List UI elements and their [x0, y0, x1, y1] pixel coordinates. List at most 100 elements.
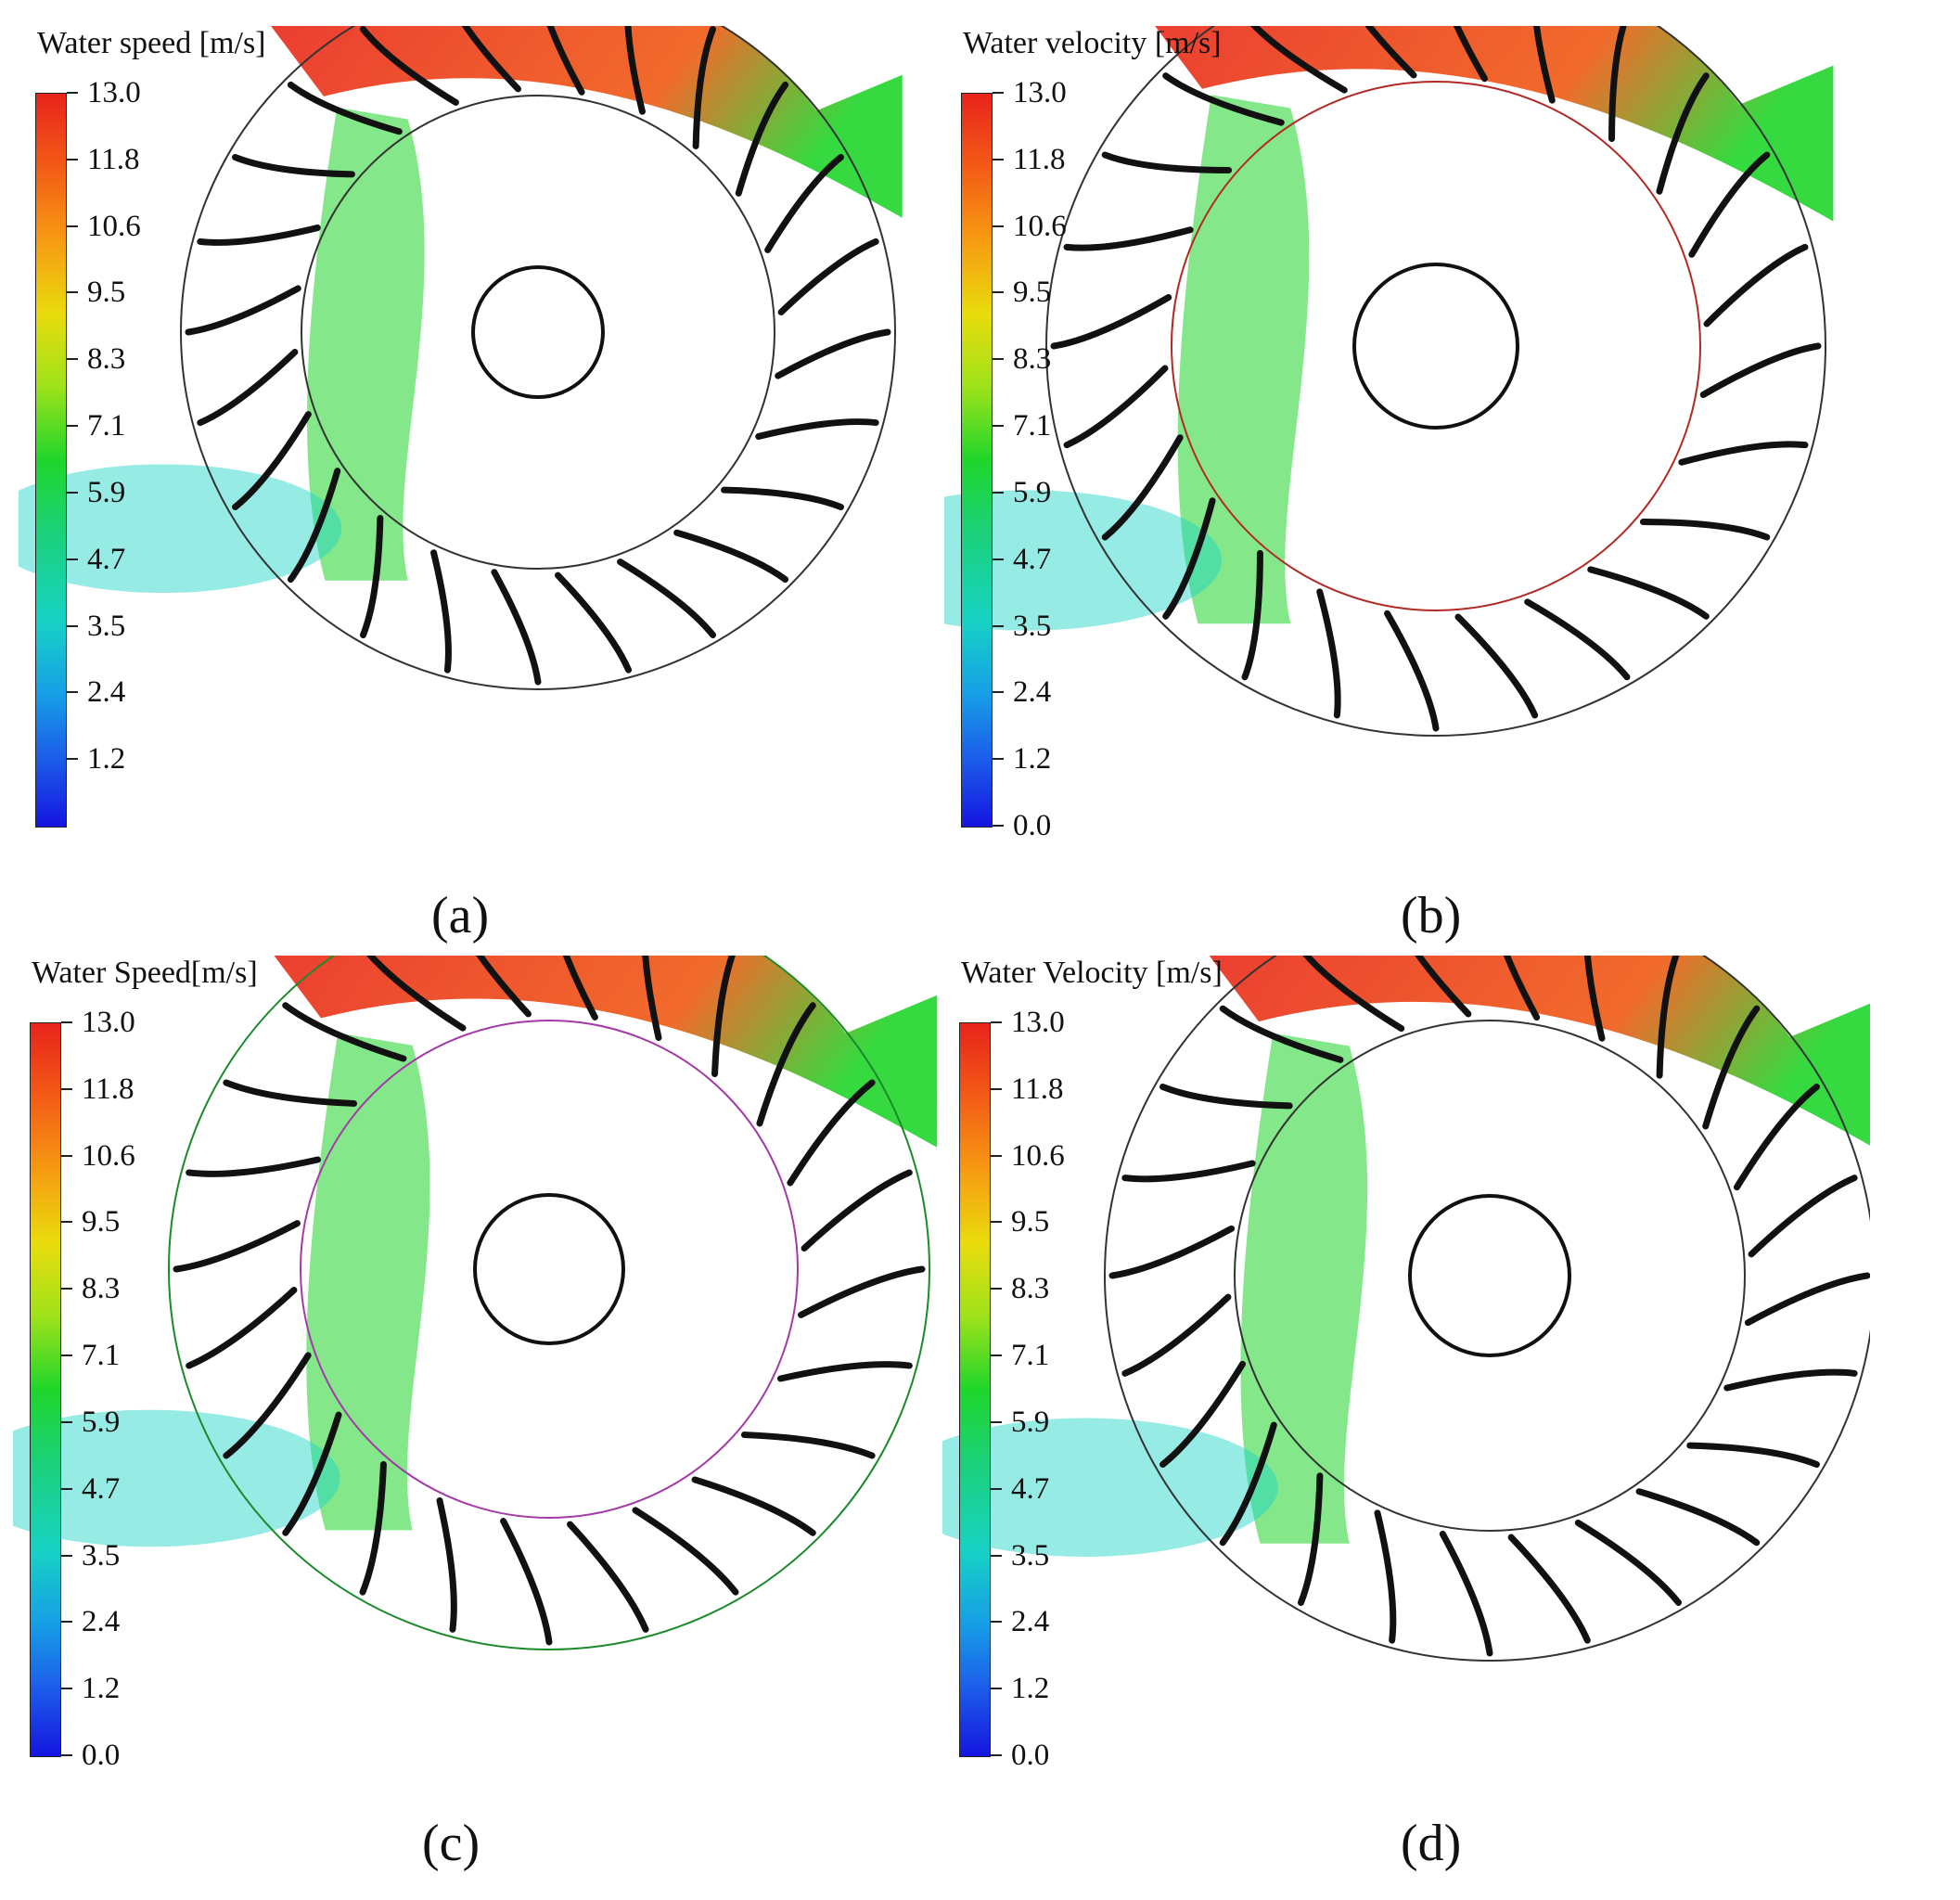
legend-tick-label: 4.7	[1011, 1471, 1050, 1506]
legend-tick-mark	[61, 1288, 72, 1290]
legend-tick-label: 8.3	[82, 1272, 121, 1306]
legend-tick-mark	[993, 558, 1004, 560]
legend-tick-mark	[993, 225, 1004, 227]
shaft-hub	[473, 1193, 625, 1345]
legend-tick-mark	[993, 291, 1004, 294]
runner-blade	[1454, 613, 1539, 719]
legend-tick-mark	[61, 1688, 72, 1690]
legend-tick-mark	[67, 758, 78, 761]
legend-title: Water Speed[m/s]	[32, 956, 258, 990]
legend-tick-label: 4.7	[82, 1471, 121, 1506]
inlet-jet	[1209, 956, 1870, 1146]
runner-blade	[491, 569, 542, 686]
legend-tick-mark	[991, 1487, 1002, 1490]
runner-blade	[1699, 342, 1822, 398]
legend-tick-label: 3.5	[82, 1538, 121, 1573]
legend-tick-label: 1.2	[1013, 742, 1052, 777]
runner-blade	[1063, 226, 1194, 251]
legend-tick-label: 2.4	[1013, 675, 1052, 710]
legend-tick-mark	[991, 1221, 1002, 1224]
runner-blade	[801, 1169, 913, 1252]
legend-tick-label: 3.5	[1013, 609, 1052, 643]
runner-blade	[365, 956, 467, 1032]
legend-tick-mark	[991, 1420, 1002, 1423]
legend-tick-mark	[991, 1087, 1002, 1090]
runner-inner-ring	[1234, 1020, 1746, 1532]
runner-blade	[1744, 1272, 1870, 1327]
legend-tick-mark	[991, 1554, 1002, 1557]
legend-tick-label: 10.6	[82, 1138, 135, 1173]
runner-flow-plume	[1240, 1033, 1368, 1544]
runner-blade	[546, 26, 585, 96]
legend-tick-label: 0.0	[1013, 809, 1052, 842]
runner-blade	[500, 1518, 553, 1646]
runner-blade	[756, 1002, 816, 1127]
legend-tick-label: 1.2	[82, 1672, 121, 1706]
legend-tick-mark	[991, 1688, 1002, 1690]
runner-blade	[1316, 588, 1341, 719]
runner-blade	[1384, 610, 1440, 732]
runner-blade	[1524, 598, 1631, 681]
runner-blade	[430, 549, 452, 674]
legend-tick-label: 11.8	[1011, 1072, 1064, 1106]
legend-tick-label: 13.0	[1013, 76, 1067, 109]
turbine-velocity-field-a	[19, 26, 903, 690]
legend-tick-mark	[67, 491, 78, 494]
legend-tick-mark	[61, 1554, 72, 1557]
legend-tick-mark	[991, 1621, 1002, 1624]
runner-blade	[1241, 549, 1263, 681]
legend-tick-label: 3.5	[87, 609, 126, 643]
legend-tick-mark	[991, 1154, 1002, 1157]
runner-blade	[1374, 1509, 1397, 1644]
legend-tick-mark	[61, 1420, 72, 1423]
legend-tick-label: 10.6	[1013, 209, 1067, 243]
runner-blade	[360, 515, 384, 638]
panel-a: Water speed [m/s] 13.0 11.8 10.6 9.5 8.3 7.1 5…	[19, 26, 946, 917]
legend-tick-label: 7.1	[1013, 409, 1052, 443]
legend-tick-label: 8.3	[1013, 342, 1052, 377]
turbine-velocity-field-d	[942, 956, 1870, 1662]
runner-blade	[1050, 294, 1172, 350]
runner-blade	[1162, 72, 1285, 126]
turbine-velocity-field-c	[13, 956, 938, 1650]
runner-blade	[185, 285, 301, 336]
runner-blade	[1723, 1368, 1858, 1392]
runner-inner-ring	[1171, 81, 1701, 611]
runner-flow-plume	[306, 1033, 430, 1531]
runner-blade	[173, 1220, 301, 1273]
inlet-jet	[271, 26, 903, 218]
outlet-flow	[19, 464, 342, 594]
legend-tick-mark	[993, 92, 1004, 94]
shaft-hub	[1408, 1194, 1571, 1357]
runner-blade	[223, 1079, 358, 1107]
legend-tick-label: 0.0	[82, 1739, 121, 1772]
caption-c: (c)	[422, 1815, 480, 1872]
legend-tick-label: 10.6	[1011, 1138, 1065, 1173]
runner-blade	[1159, 1084, 1293, 1110]
legend-tick-label: 1.2	[1011, 1672, 1050, 1706]
runner-blade	[642, 956, 662, 1042]
runner-blade	[1298, 1472, 1324, 1606]
turbine-velocity-field-b	[944, 26, 1834, 737]
shaft-hub	[1352, 263, 1519, 430]
inlet-jet	[274, 956, 938, 1148]
legend-tick-label: 5.9	[1011, 1405, 1050, 1439]
runner-blade	[721, 486, 844, 510]
runner-blade	[777, 1361, 913, 1382]
legend-tick-label: 8.3	[87, 342, 126, 377]
legend-tick-label: 7.1	[87, 409, 126, 443]
runner-blade	[735, 81, 789, 197]
runner-blade	[1686, 1442, 1820, 1468]
legend-tick-mark	[993, 825, 1004, 827]
runner-blade	[777, 238, 879, 316]
runner-outer-ring	[1045, 26, 1826, 737]
legend-tick-label: 9.5	[87, 276, 126, 310]
panel-d: Water Velocity [m/s] 13.0 11.8 10.6 9.5 8.3 7…	[942, 956, 1870, 1846]
legend-tick-mark	[991, 1754, 1002, 1756]
runner-blade	[673, 529, 789, 584]
legend-tick-mark	[67, 425, 78, 428]
runner-outer-ring	[1104, 956, 1870, 1662]
runner-blade	[186, 1156, 321, 1177]
runner-blade	[1574, 1519, 1682, 1606]
runner-blade	[1533, 26, 1556, 104]
